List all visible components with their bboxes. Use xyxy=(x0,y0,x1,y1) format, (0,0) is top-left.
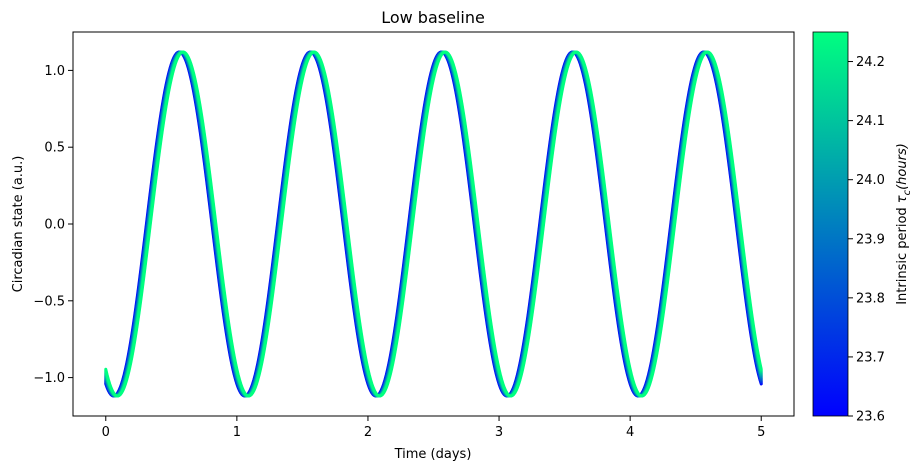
series-line xyxy=(104,50,763,398)
series-line xyxy=(104,50,763,398)
y-tick-label: 1.0 xyxy=(44,64,65,79)
y-axis-label: Circadian state (a.u.) xyxy=(11,156,26,293)
series-line xyxy=(104,50,763,398)
series-line xyxy=(104,50,763,398)
colorbar-tick-label: 23.7 xyxy=(856,350,885,365)
y-tick-label: 0.0 xyxy=(44,218,65,233)
series-line xyxy=(104,50,763,398)
series-line xyxy=(104,50,763,398)
x-tick-label: 1 xyxy=(233,425,241,440)
colorbar-tick-label: 24.2 xyxy=(856,55,885,70)
series-line xyxy=(104,50,763,398)
colorbar-label-suffix: (hours) xyxy=(895,143,910,190)
series-line xyxy=(104,50,763,398)
colorbar-label-prefix: Intrinsic period xyxy=(895,203,910,305)
x-axis: 0 1 2 3 4 5 xyxy=(102,416,765,440)
series-line xyxy=(104,50,763,398)
colorbar-tick-label: 23.6 xyxy=(856,410,885,425)
y-axis: −1.0 −0.5 0.0 0.5 1.0 xyxy=(33,64,73,386)
series-line xyxy=(104,50,763,398)
plot-frame xyxy=(72,31,795,417)
y-tick-label: −0.5 xyxy=(33,294,65,309)
colorbar-tick-label: 24.0 xyxy=(856,173,885,188)
colorbar xyxy=(812,31,849,417)
x-tick-label: 5 xyxy=(757,425,765,440)
colorbar-label-symbol: τ xyxy=(895,195,910,203)
series-line xyxy=(104,50,763,398)
chart-title: Low baseline xyxy=(381,8,485,27)
series-line xyxy=(104,50,763,398)
series-line xyxy=(104,50,763,398)
x-tick-label: 0 xyxy=(102,425,110,440)
x-tick-label: 2 xyxy=(364,425,372,440)
y-tick-label: 0.5 xyxy=(44,141,65,156)
x-tick-label: 4 xyxy=(626,425,634,440)
colorbar-label: Intrinsic period τc(hours) xyxy=(895,143,913,305)
colorbar-tick-label: 23.9 xyxy=(856,232,885,247)
x-axis-label: Time (days) xyxy=(394,447,472,462)
colorbar-label-subscript: c xyxy=(902,189,913,195)
x-tick-label: 3 xyxy=(495,425,503,440)
colorbar-tick-label: 24.1 xyxy=(856,114,885,129)
colorbar-tick-label: 23.8 xyxy=(856,291,885,306)
series-lines xyxy=(104,50,763,398)
colorbar-ticks: 23.6 23.7 23.8 23.9 24.0 24.1 24.2 xyxy=(848,55,885,425)
y-tick-label: −1.0 xyxy=(33,371,65,386)
series-line xyxy=(104,50,763,398)
